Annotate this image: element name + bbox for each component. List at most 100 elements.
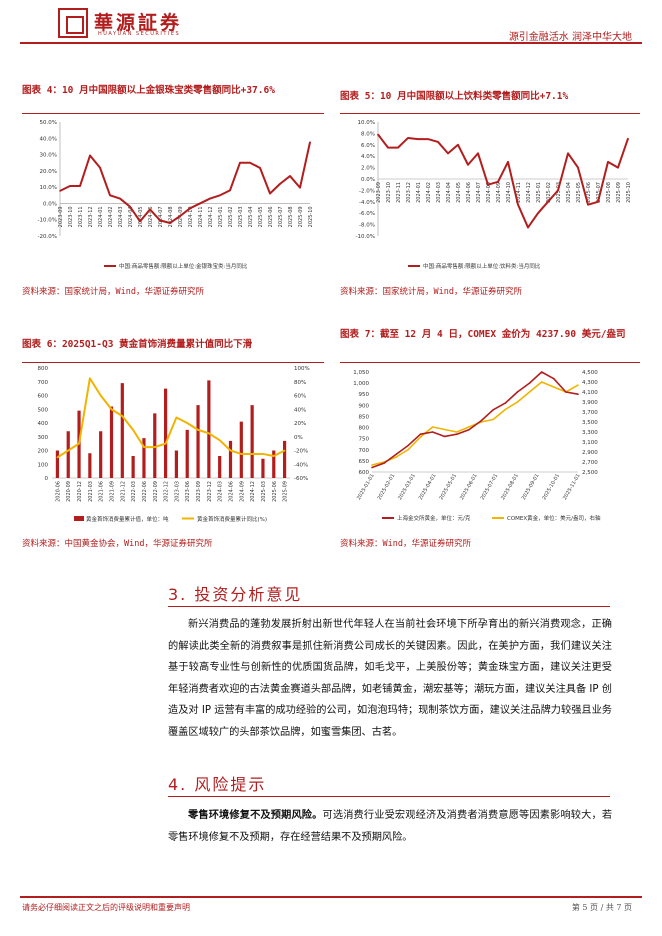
x-tick-label: 2024-10: [188, 206, 194, 227]
y-tick-label: -10.0%: [38, 218, 57, 224]
bar: [55, 450, 60, 478]
x-tick-label: 2023-06: [185, 481, 191, 502]
x-tick-label: 2024-04: [128, 206, 134, 227]
y-tick-label-left: 300: [38, 435, 49, 441]
x-tick-label: 2024-09: [496, 182, 502, 203]
y-tick-label-right: 0%: [294, 435, 303, 441]
y-tick-label-left: 850: [359, 414, 370, 420]
section-4-paragraph: 零售环境修复不及预期风险。可选消费行业受宏观经济及消费者消费意愿等因素影响较大，…: [168, 805, 612, 848]
bar: [185, 429, 189, 478]
section-4-title: 4. 风险提示: [168, 775, 267, 794]
y-tick-label-left: 400: [38, 421, 49, 427]
y-tick-label: -4.0%: [359, 200, 375, 206]
x-tick-label: 2025-03: [556, 182, 562, 203]
y-tick-label-right: 80%: [294, 380, 306, 386]
y-tick-label-left: 500: [38, 407, 49, 413]
fig6-source: 资料来源：中国黄金协会，Wind，华源证券研究所: [22, 539, 213, 549]
x-tick-label: 2025-06: [268, 206, 274, 227]
comex-line: [371, 381, 579, 466]
y-tick-label-right: 3,700: [582, 410, 598, 416]
x-tick-label: 2024-07: [158, 206, 164, 227]
y-tick-label: -10.0%: [356, 234, 375, 240]
x-tick-label: 2025-10: [308, 206, 314, 227]
bar: [131, 456, 135, 478]
bar: [142, 438, 146, 478]
x-tick-label: 2025-01: [218, 206, 224, 227]
x-tick-label: 2023-03: [174, 481, 180, 502]
x-tick-label: 2025-08-01: [500, 473, 520, 501]
x-tick-label: 2025-03-01: [397, 473, 417, 501]
bar: [153, 413, 157, 478]
y-tick-label-right: -40%: [294, 462, 308, 468]
x-tick-label: 2025-09: [616, 182, 622, 203]
y-tick-label-right: 2,700: [582, 460, 598, 466]
y-tick-label: 10.0%: [40, 185, 57, 191]
y-tick-label: -8.0%: [359, 223, 375, 229]
x-tick-label: 2025-03: [261, 481, 267, 502]
x-tick-label: 2025-05: [576, 182, 582, 203]
x-tick-label: 2024-11: [198, 206, 204, 227]
legend-label-bar: 黄金首饰消费量累计值，单位：吨: [86, 515, 169, 523]
header-divider: [20, 42, 642, 44]
bar: [163, 388, 168, 478]
y-tick-label-left: 800: [359, 426, 370, 432]
legend-label-sge: 上海金交所黄金，单位：元/克: [397, 514, 471, 522]
y-tick-label-left: 1,000: [353, 381, 369, 387]
bar: [272, 450, 276, 478]
legend-label: 中国:商品零售额:限额以上单位:金银珠宝类:当月同比: [119, 262, 248, 270]
x-tick-label: 2025-01: [536, 182, 542, 203]
x-tick-label: 2025-02-01: [377, 473, 397, 501]
y-tick-label-right: 4,100: [582, 390, 598, 396]
y-tick-label-left: 950: [359, 392, 370, 398]
logo-icon: [58, 8, 88, 38]
y-tick-label: -2.0%: [359, 188, 375, 194]
x-tick-label: 2020-12: [77, 481, 83, 502]
x-tick-label: 2023-10: [68, 206, 74, 227]
x-tick-label: 2025-09: [298, 206, 304, 227]
x-tick-label: 2022-09: [153, 481, 159, 502]
x-tick-label: 2025-02: [228, 206, 234, 227]
x-tick-label: 2025-08: [288, 206, 294, 227]
x-tick-label: 2024-11: [516, 182, 522, 203]
x-tick-label: 2023-10: [386, 182, 392, 203]
x-tick-label: 2025-03: [238, 206, 244, 227]
x-tick-label: 2024-01: [98, 206, 104, 227]
x-tick-label: 2024-05: [138, 206, 144, 227]
bar: [250, 405, 254, 478]
y-tick-label: 6.0%: [361, 143, 375, 149]
risk-heading: 零售环境修复不及预期风险。: [188, 810, 323, 821]
x-tick-label: 2024-10: [506, 182, 512, 203]
x-tick-label: 2024-02: [108, 206, 114, 227]
x-tick-label: 2021-12: [120, 481, 126, 502]
bar: [120, 383, 124, 478]
legend-label-comex: COMEX黄金，单位：美元/盎司，右轴: [507, 514, 601, 522]
y-tick-label-left: 600: [38, 394, 49, 400]
y-tick-label: 30.0%: [40, 153, 57, 159]
page-number: 第 5 页 / 共 7 页: [571, 903, 632, 912]
bar: [196, 405, 200, 478]
y-tick-label: -20.0%: [38, 234, 57, 240]
series-line: [59, 141, 311, 224]
risk-text: 可选消费行业受宏观经济及消费者消费意愿等因素影响较大，若零售环境修复不及预期，存…: [168, 810, 613, 843]
x-tick-label: 2024-12: [526, 182, 532, 203]
section-3-paragraph: 新兴消费品的蓬勃发展折射出新世代年轻人在当前社会环境下所孕育出的新兴消费观念，正…: [168, 619, 612, 738]
fig5-source: 资料来源：国家统计局，Wind，华源证券研究所: [340, 287, 522, 297]
x-tick-label: 2024-08: [486, 182, 492, 203]
y-tick-label-right: 3,300: [582, 430, 598, 436]
bar: [207, 380, 211, 478]
bar: [218, 456, 222, 478]
x-tick-label: 2021-06: [99, 481, 105, 502]
y-tick-label-right: 40%: [294, 407, 306, 413]
bar: [282, 440, 287, 478]
y-tick-label-left: 100: [38, 462, 49, 468]
x-tick-label: 2023-12: [207, 481, 213, 502]
y-tick-label-left: 700: [359, 448, 370, 454]
y-tick-label: -6.0%: [359, 211, 375, 217]
x-tick-label: 2025-04-01: [418, 473, 438, 501]
y-tick-label-right: 4,300: [582, 380, 598, 386]
x-tick-label: 2021-03: [88, 481, 94, 502]
x-tick-label: 2023-09: [196, 481, 202, 502]
x-tick-label: 2025-11-01: [562, 473, 582, 501]
fig5-chart: 10.0% 8.0% 6.0% 4.0% 2.0% 0.0% -2.0% -4.0% -6.0%…: [356, 120, 632, 270]
x-tick-label: 2025-10: [626, 182, 632, 203]
